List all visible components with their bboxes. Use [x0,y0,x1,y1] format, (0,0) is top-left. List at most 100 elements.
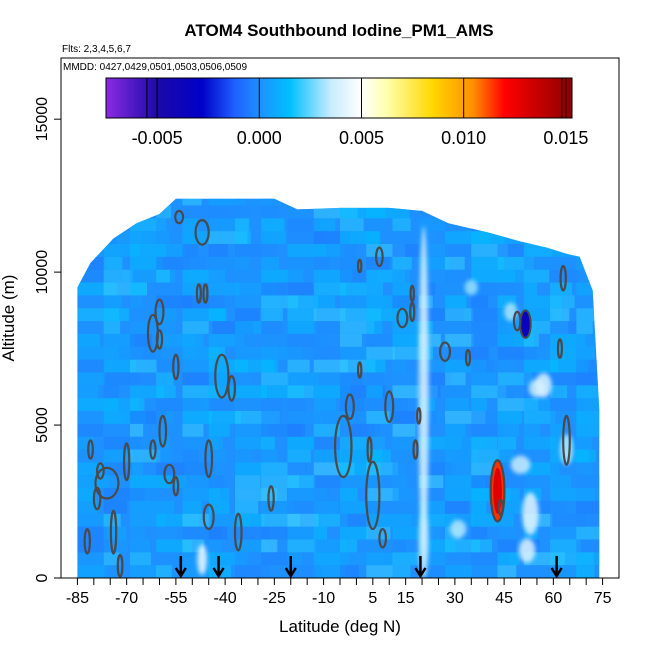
field-cell [313,308,346,322]
field-cell [77,526,107,540]
field-cell [392,513,428,527]
field-cell [576,552,600,566]
field-cell [77,321,108,334]
field-cell [287,333,321,347]
field-cell [313,243,344,257]
contour [87,439,94,460]
field-cell [497,385,514,399]
field-cell [313,500,339,514]
contour [174,209,185,225]
field-cell [471,346,489,360]
field-cell [576,565,595,578]
contour [356,361,363,379]
field-cell [234,321,262,334]
data-field [77,198,600,578]
field-cell [208,526,228,540]
contour [365,460,381,531]
field-cell [445,295,467,309]
field-cell [103,526,126,540]
field-cell [523,423,540,437]
field-cell [576,308,598,322]
field-cell [77,423,104,437]
field-cell [313,282,346,296]
field-cell [392,398,408,411]
field-cell [576,526,600,540]
field-cell [497,539,517,553]
field-cell [287,449,311,463]
field-cell [497,423,520,437]
colorbar: -0.005 0.000 0.005 0.010 0.015 [105,77,588,148]
field-cell [287,385,314,399]
field-cell [392,539,407,553]
field-cell [471,449,500,463]
field-cell [550,475,572,489]
contour [519,309,532,339]
flight-marker-head [414,567,427,579]
field-cell [287,475,316,489]
field-cell [366,359,386,373]
field-cell [129,423,144,437]
field-cell [366,346,395,360]
mmdd-label: MMDD: 0427,0429,0501,0503,0506,0509 [63,62,247,73]
field-cell [523,449,551,463]
field-cell [234,198,273,206]
contour [83,527,91,555]
field-cell [129,359,158,373]
field-cell [313,565,346,578]
field-cell [261,198,286,206]
field-cell [576,321,593,334]
field-cell [392,269,411,283]
colorbar-tick-label: 0.010 [441,128,486,148]
field-cell [445,539,480,553]
x-tick-label: 75 [594,590,612,607]
field-cell [129,436,157,450]
field-highlight [510,455,531,474]
contour-lines [83,209,571,578]
colorbar-tick-label: 0.000 [237,128,282,148]
contour [267,485,275,512]
field-cell [366,321,383,334]
colorbar-gradient [105,77,573,119]
field-cell [576,500,600,514]
contour [158,414,168,448]
x-tick-label: -40 [214,590,237,607]
field-cell [523,410,556,424]
field-cell [156,256,189,270]
contour [149,439,157,460]
field-cell [576,410,600,424]
field-cell [234,526,269,540]
field-cell [392,282,411,296]
field-cell [208,398,235,411]
field-cell [287,423,306,437]
field-cell [313,475,342,489]
contour [464,349,472,367]
field-cell [287,359,310,373]
field-cell [129,333,153,347]
field-highlight [518,538,536,563]
field-cell [313,488,330,501]
contour [556,338,563,359]
field-cell [392,256,412,270]
contour [195,283,202,304]
contour [559,264,567,292]
plot-area [60,57,620,579]
field-cell [340,513,368,527]
colorbar-tick-label: 0.015 [543,128,588,148]
field-cell [287,526,317,540]
field-cell [340,346,370,360]
field-cell [392,565,410,578]
field-cell [182,218,198,232]
field-cell [340,565,359,578]
contour [214,353,230,399]
contour [384,390,395,424]
contour [489,459,506,523]
field-highlight [418,226,429,563]
field-cell [550,295,575,309]
field-cell [103,449,134,463]
field-cell [103,385,119,399]
field-cell [576,398,600,411]
field-cell [77,449,93,463]
y-tick-label: 10000 [34,250,51,295]
field-cell [366,333,394,347]
contour [172,475,180,497]
